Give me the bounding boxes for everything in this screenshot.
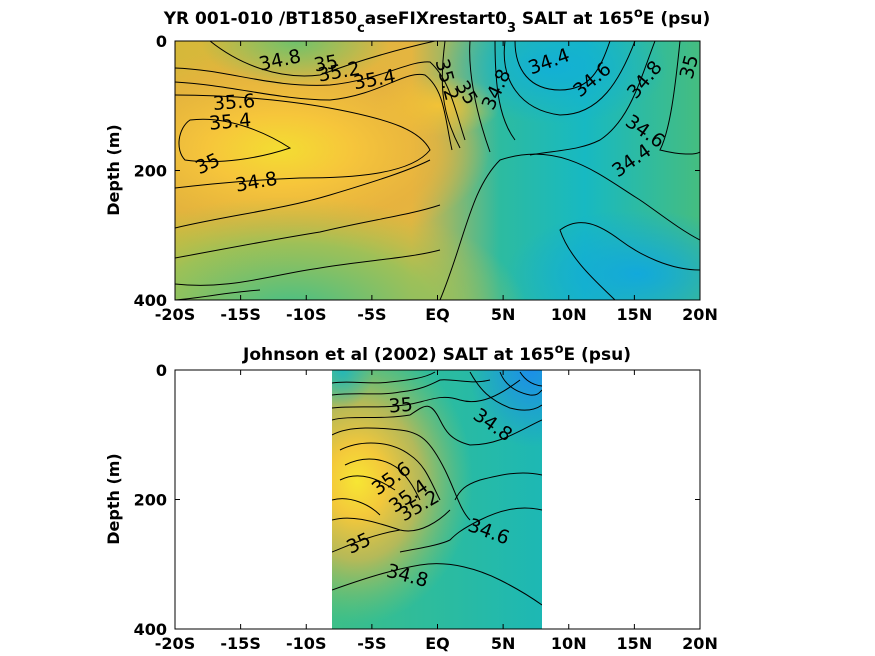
panel2-contour-35 [332, 405, 542, 446]
x-tick-label: EQ [425, 634, 450, 653]
panel2-contour-34.8-lower [332, 563, 542, 606]
x-tick-label: -15S [220, 634, 260, 653]
panel1-contour-34.4 [514, 41, 611, 91]
panel2-contour-surface-c [332, 379, 521, 409]
x-tick-label: 10N [551, 634, 587, 653]
x-tick-label: -20S [155, 634, 195, 653]
panel1-contour-34.8-lower [175, 249, 441, 286]
y-tick-label: 400 [134, 291, 167, 310]
panel1-contour-lines [175, 41, 700, 300]
y-tick-label: 0 [156, 361, 167, 380]
panel1-contour-35.4-upper [175, 94, 431, 189]
panel1-contour-35-east [659, 41, 700, 155]
panel1-field-fresh-deep [175, 41, 700, 300]
panel2-contour-35.4 [339, 442, 441, 501]
x-tick-label: EQ [425, 305, 450, 324]
panel2-contour-34.6 [399, 507, 542, 553]
title-part: aseFIXrestart0 [365, 9, 507, 29]
panel1-contour-35.6 [178, 118, 292, 163]
panel2-contour-35.6 [344, 458, 421, 501]
title-part: SALT at 165 [516, 9, 634, 29]
title-part: YR 001-010 /BT1850 [163, 9, 358, 29]
panel1-contour-35.2 [175, 73, 453, 151]
contour-label: 35 [312, 51, 340, 77]
y-tick-label: 200 [134, 491, 167, 510]
panel2-contour-surface-a [332, 371, 436, 384]
panel1-contour-35.4-lower [175, 159, 431, 229]
contour-label: 35 [676, 52, 704, 81]
x-tick-label: 15N [617, 634, 653, 653]
panel2-contour-35-lower [332, 529, 401, 553]
panel1-title: YR 001-010 /BT1850caseFIXrestart03 SALT … [163, 6, 711, 36]
panel2-contour-core-a [339, 475, 396, 491]
x-tick-label: -10S [286, 634, 326, 653]
panel1-contour-eq-b [469, 41, 491, 153]
title-part: o [555, 342, 564, 357]
panel2-x-tick-labels: -20S -15S -10S -5S EQ 5N 10N 15N 20N [155, 634, 718, 653]
contour-label: 35.4 [208, 109, 252, 135]
x-tick-label: -15S [220, 305, 260, 324]
title-part: E (psu) [564, 345, 631, 365]
panel1-y-axis-label: Depth (m) [104, 124, 123, 216]
panel2-y-tick-labels: 0 200 400 [134, 361, 167, 639]
panel2-contour-lines [332, 371, 542, 606]
panel1-contour-34.6-deep [439, 153, 700, 300]
panel1-contour-eq-a [441, 41, 461, 149]
panel2-field-fresh-nw [332, 370, 542, 629]
x-tick-label: -10S [286, 305, 326, 324]
panel1-contour-34.8-west [494, 41, 516, 141]
panel1-contour-34.6 [503, 41, 636, 116]
panel1-contour-34.4-deep [559, 222, 700, 300]
x-tick-label: -5S [357, 305, 386, 324]
panel1-contour-deep-sw [175, 289, 261, 300]
panel2-contour-core-b [332, 498, 381, 516]
y-tick-label: 200 [134, 162, 167, 181]
x-tick-label: 20N [682, 634, 718, 653]
title-part: o [634, 6, 643, 21]
panel1-y-tick-labels: 0 200 400 [134, 32, 167, 310]
title-part: 3 [507, 21, 516, 36]
contour-label: 35.6 [212, 90, 256, 115]
panel1-contour-35 [175, 61, 466, 141]
panel2-contour-east-c [519, 371, 542, 387]
panel2-tick-marks [174, 369, 701, 630]
x-tick-label: 15N [617, 305, 653, 324]
panel2-contour-east-b [499, 371, 542, 396]
panel1-tick-marks [174, 40, 701, 301]
title-part: Johnson et al (2002) SALT at 165 [242, 345, 555, 365]
x-tick-label: 5N [491, 305, 516, 324]
y-tick-label: 0 [156, 32, 167, 51]
x-tick-label: 5N [491, 634, 516, 653]
panel1-plot-area: 34.8 3535.235.435.635.43534.835.23534.834… [174, 40, 704, 301]
x-tick-label: 20N [682, 305, 718, 324]
y-tick-label: 400 [134, 620, 167, 639]
title-part: E (psu) [643, 9, 710, 29]
x-tick-label: -5S [357, 634, 386, 653]
x-tick-label: -20S [155, 305, 195, 324]
x-tick-label: 10N [551, 305, 587, 324]
panel1-salinity-field: 34.8 3535.235.435.635.43534.835.23534.834… [175, 41, 704, 300]
title-part: c [357, 21, 365, 36]
panel1-contour-34.8-east [529, 41, 656, 156]
panel1-x-tick-labels: -20S -15S -10S -5S EQ 5N 10N 15N 20N [155, 305, 718, 324]
panel1-contour-34.8-top [209, 41, 436, 77]
panel2-title: Johnson et al (2002) SALT at 165oE (psu) [242, 342, 631, 366]
panel1-contour-35-lower [175, 204, 441, 259]
panel2-contour-surface-b [332, 379, 491, 396]
panel2-contour-east-a [469, 371, 542, 411]
panel2-y-axis-label: Depth (m) [104, 453, 123, 545]
panel2-contour-34.8-upper [454, 472, 542, 501]
contour-label: 35 [388, 394, 414, 418]
